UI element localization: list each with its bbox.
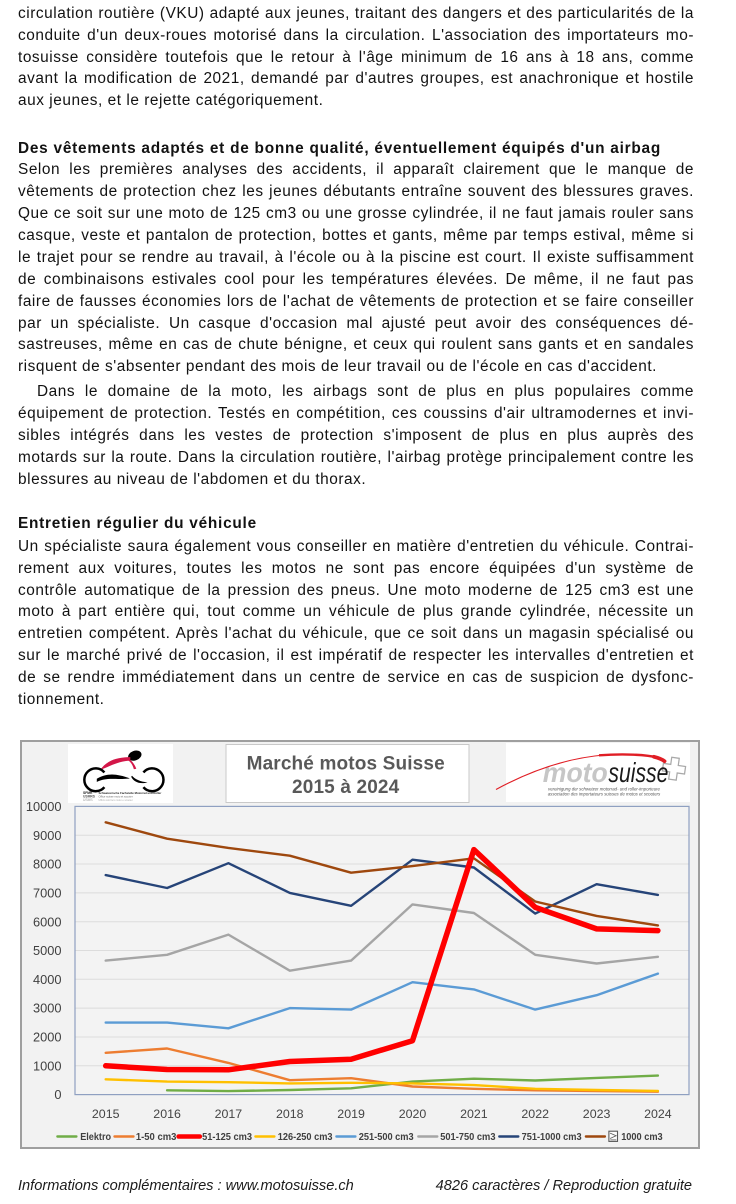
svg-text:Elektro: Elektro	[80, 1132, 111, 1143]
svg-text:SFMR: SFMR	[83, 791, 93, 795]
svg-text:Office suisse moto et scooter: Office suisse moto et scooter	[99, 795, 133, 799]
svg-text:8000: 8000	[33, 857, 61, 872]
svg-text:2000: 2000	[33, 1030, 61, 1045]
svg-text:126-250 cm3: 126-250 cm3	[278, 1132, 333, 1143]
svg-text:4000: 4000	[33, 972, 61, 987]
svg-text:1-50 cm3: 1-50 cm3	[136, 1132, 177, 1143]
svg-text:5000: 5000	[33, 943, 61, 958]
svg-text:Marché motos Suisse: Marché motos Suisse	[247, 753, 445, 774]
svg-text:vereinigung der schweizer moto: vereinigung der schweizer motorrad- und …	[548, 787, 661, 792]
svg-text:moto: moto	[543, 757, 608, 788]
svg-text:7000: 7000	[33, 886, 61, 901]
svg-text:2017: 2017	[215, 1107, 243, 1121]
svg-text:2022: 2022	[521, 1107, 549, 1121]
svg-text:2015: 2015	[92, 1107, 120, 1121]
svg-text:suisse: suisse	[608, 757, 668, 788]
svg-text:51-125 cm3: 51-125 cm3	[202, 1132, 252, 1143]
svg-text:501-750 cm3: 501-750 cm3	[440, 1132, 496, 1143]
svg-text:association des importateurs s: association des importateurs suisses de …	[548, 791, 661, 796]
svg-text:2023: 2023	[583, 1107, 611, 1121]
svg-text:1000 cm3: 1000 cm3	[621, 1132, 663, 1143]
svg-text:0: 0	[54, 1087, 61, 1102]
svg-text:10000: 10000	[26, 799, 62, 814]
svg-text:251-500 cm3: 251-500 cm3	[359, 1132, 414, 1143]
svg-text:9000: 9000	[33, 828, 61, 843]
svg-text:2018: 2018	[276, 1107, 304, 1121]
svg-text:USMRS: USMRS	[83, 795, 96, 799]
svg-text:2021: 2021	[460, 1107, 488, 1121]
svg-text:6000: 6000	[33, 914, 61, 929]
svg-text:1000: 1000	[33, 1058, 61, 1073]
svg-text:3000: 3000	[33, 1001, 61, 1016]
svg-text:2016: 2016	[153, 1107, 181, 1121]
svg-text:2019: 2019	[337, 1107, 365, 1121]
svg-text:Schweizerische Fachstelle Moto: Schweizerische Fachstelle Motorrad und R…	[99, 791, 163, 795]
svg-text:2024: 2024	[644, 1107, 672, 1121]
svg-text:2020: 2020	[399, 1107, 427, 1121]
svg-text:USMS: USMS	[83, 798, 93, 802]
svg-text:2015 à 2024: 2015 à 2024	[292, 777, 400, 798]
svg-text:Ufficio svizzero moto e scoote: Ufficio svizzero moto e scooter	[99, 799, 133, 802]
svg-text:751-1000 cm3: 751-1000 cm3	[522, 1132, 582, 1143]
